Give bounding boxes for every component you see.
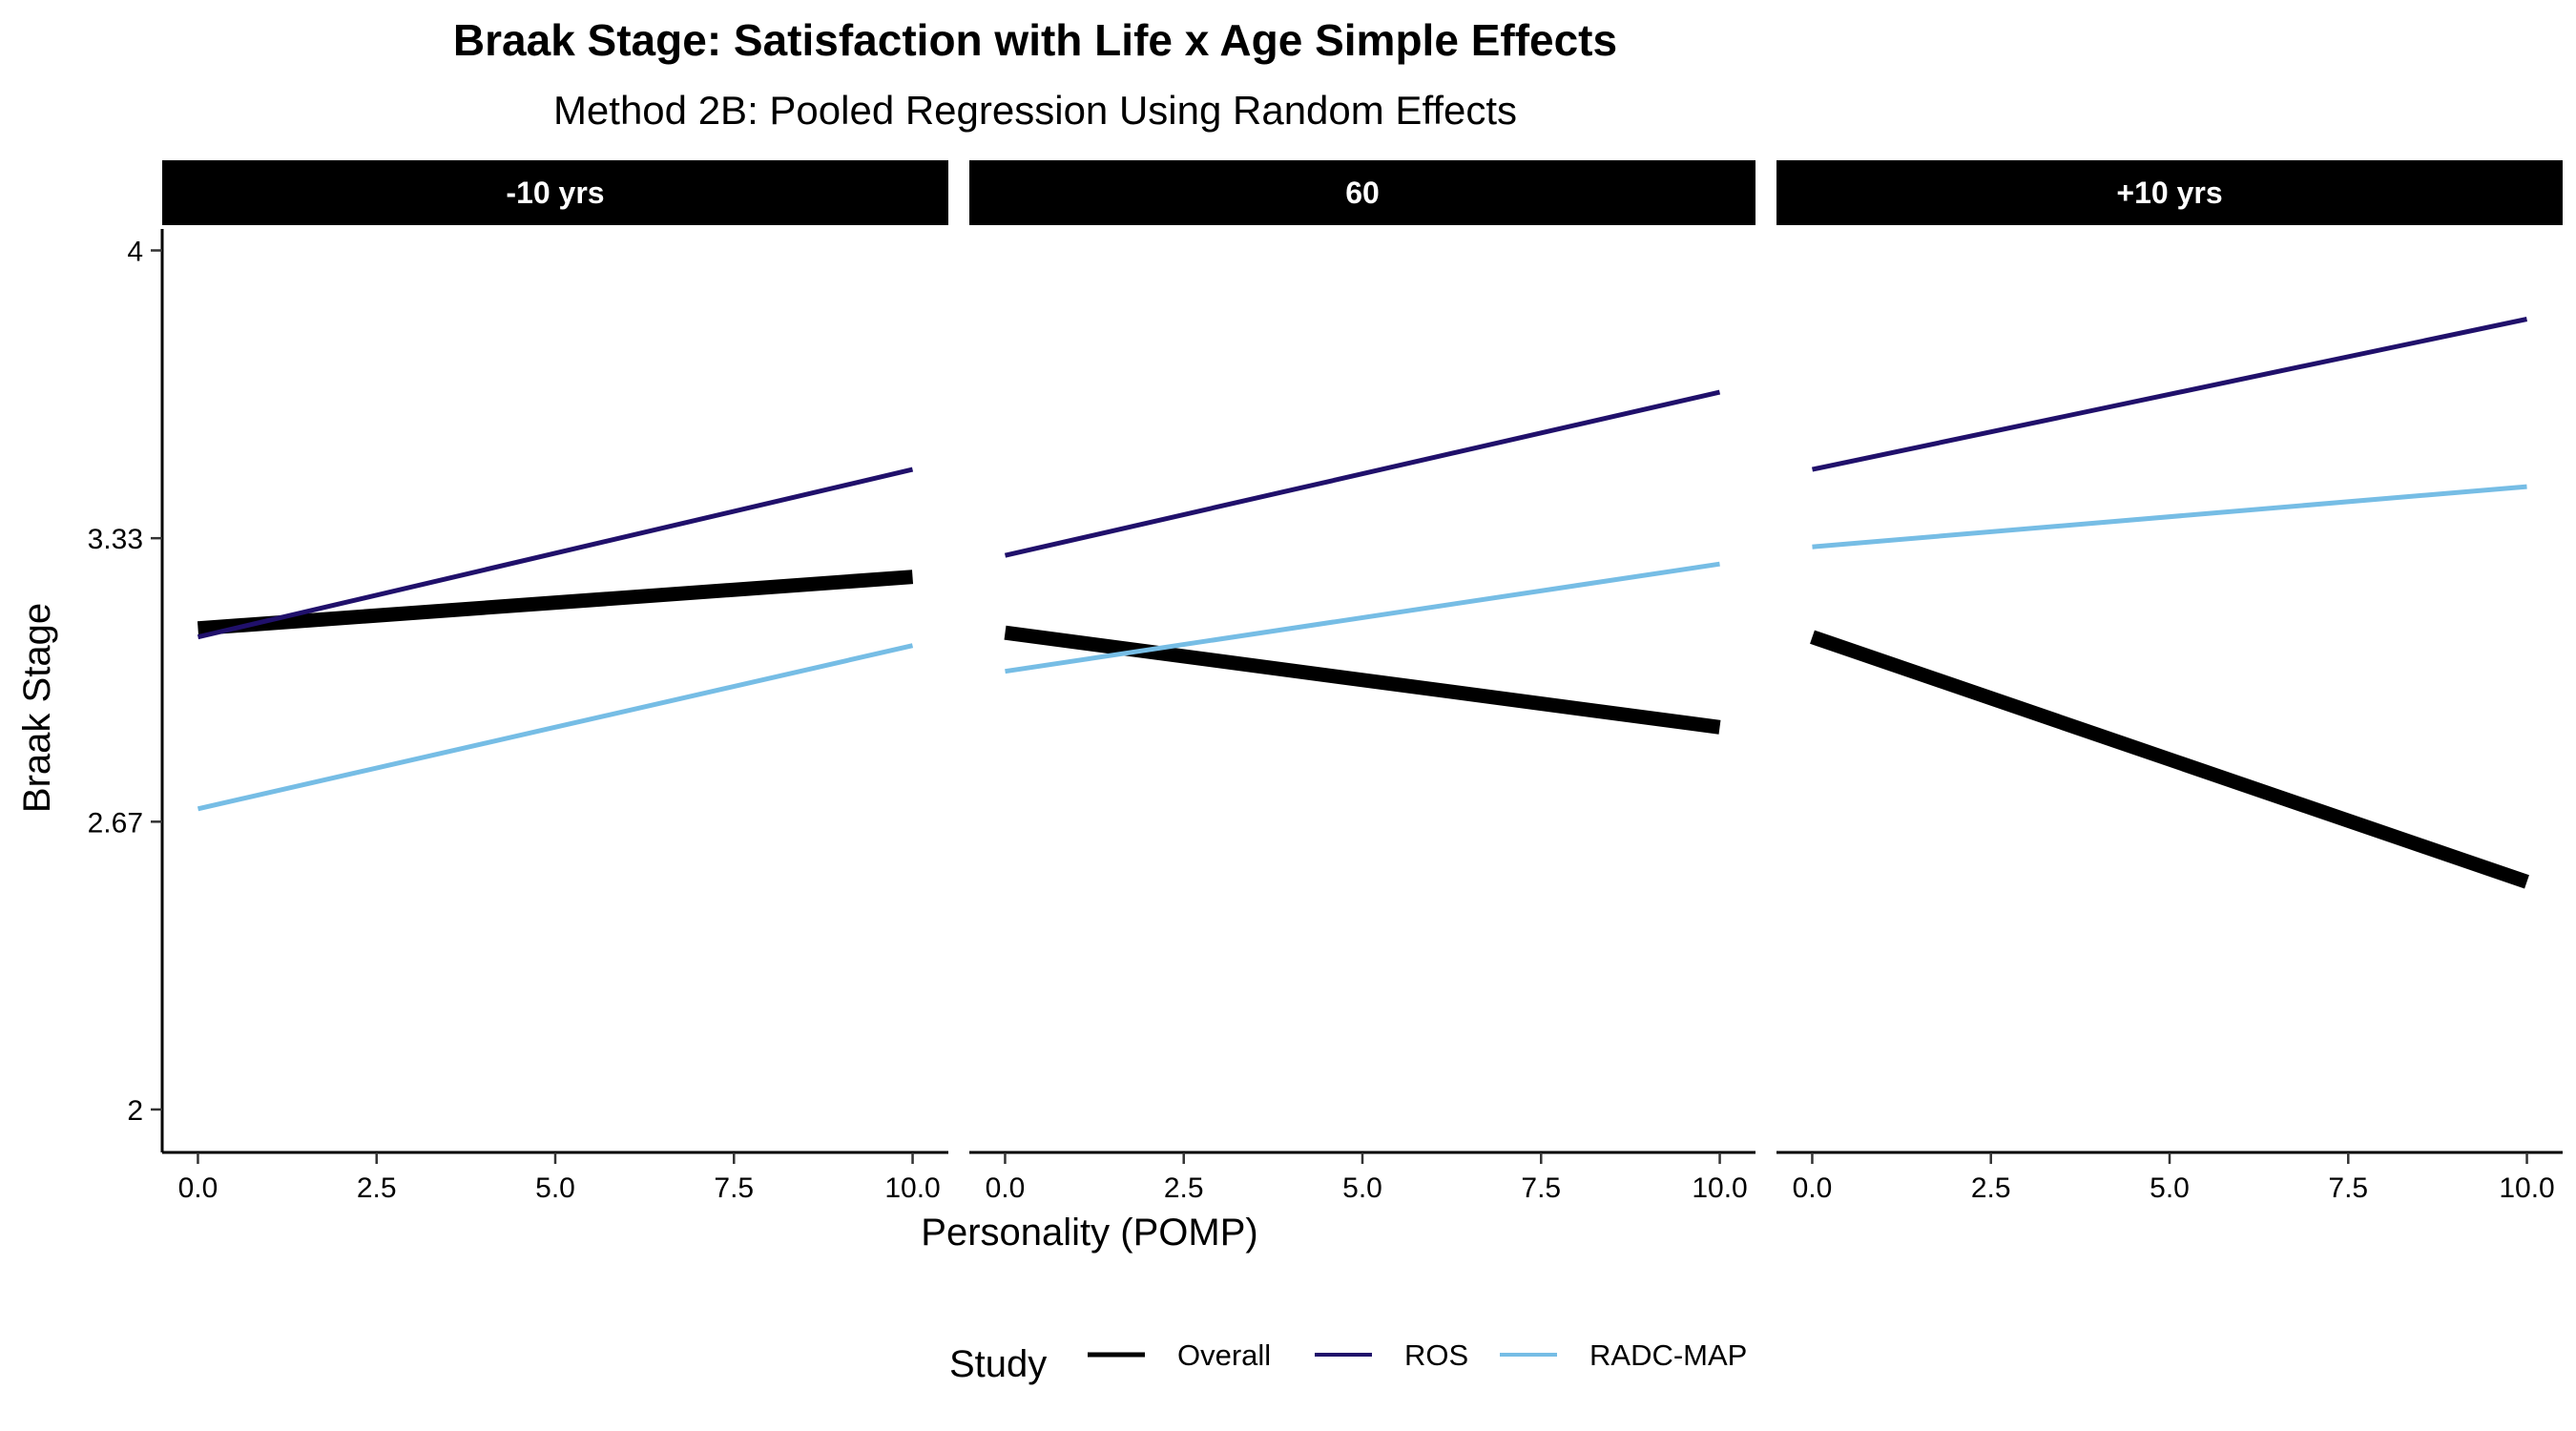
chart-title: Braak Stage: Satisfaction with Life x Ag…	[453, 15, 1617, 65]
series-line-ros	[1004, 389, 1721, 558]
facet-panel: +10 yrs 0.0 2.5 5.0 7.5 10.0	[1776, 160, 2563, 1204]
x-tick-label: 10.0	[1692, 1172, 1747, 1204]
legend-label: RADC-MAP	[1589, 1338, 1747, 1372]
legend: Study Overall ROS RADC-MAP	[949, 1338, 1747, 1385]
x-tick-label: 7.5	[2328, 1172, 2368, 1204]
x-tick-label: 5.0	[535, 1172, 575, 1204]
facet-strip-label: -10 yrs	[506, 176, 604, 210]
facet-strip	[969, 160, 1755, 225]
x-tick-label: 7.5	[714, 1172, 754, 1204]
x-axis-title: Personality (POMP)	[921, 1212, 1257, 1254]
x-tick-label: 0.0	[178, 1172, 218, 1204]
y-axis-title: Braak Stage	[16, 603, 58, 813]
x-tick-label: 10.0	[884, 1172, 940, 1204]
y-tick-label: 4	[127, 237, 143, 268]
x-tick-label: 5.0	[1342, 1172, 1382, 1204]
series-line-ros	[1811, 317, 2528, 472]
x-tick-label: 7.5	[1521, 1172, 1561, 1204]
x-tick-label: 2.5	[1164, 1172, 1204, 1204]
x-tick-label: 2.5	[357, 1172, 397, 1204]
y-tick-label: 3.33	[88, 524, 143, 555]
legend-title: Study	[949, 1343, 1047, 1385]
facet-strip	[1776, 160, 2563, 225]
x-tick-label: 0.0	[986, 1172, 1026, 1204]
facet-panel: 60 0.0 2.5 5.0 7.5 10.0	[969, 160, 1755, 1204]
y-tick-label: 2.67	[88, 807, 143, 839]
series-line-overall	[1004, 625, 1721, 735]
x-tick-label: 5.0	[2150, 1172, 2190, 1204]
facet-panels: -10 yrs 0.0 2.5 5.0 7.5 10.0 2 2.67 3.33 4 60 0.0 2.…	[88, 160, 2563, 1204]
series-line-radc-map	[1005, 561, 1720, 674]
chart-subtitle: Method 2B: Pooled Regression Using Rando…	[553, 88, 1517, 133]
x-tick-label: 2.5	[1971, 1172, 2011, 1204]
facet-strip	[162, 160, 948, 225]
legend-label: Overall	[1177, 1338, 1271, 1372]
y-tick-label: 2	[127, 1095, 143, 1127]
facet-strip-label: 60	[1345, 176, 1380, 210]
series-line-overall	[1810, 630, 2529, 889]
series-line-radc-map	[1812, 484, 2527, 550]
facet-panel: -10 yrs 0.0 2.5 5.0 7.5 10.0 2 2.67 3.33 4	[88, 160, 948, 1204]
x-tick-label: 10.0	[2499, 1172, 2554, 1204]
legend-label: ROS	[1404, 1338, 1468, 1372]
facet-strip-label: +10 yrs	[2116, 176, 2222, 210]
series-line-radc-map	[197, 643, 914, 812]
series-line-overall	[197, 570, 914, 636]
series-line-ros	[197, 467, 914, 640]
x-tick-label: 0.0	[1793, 1172, 1833, 1204]
